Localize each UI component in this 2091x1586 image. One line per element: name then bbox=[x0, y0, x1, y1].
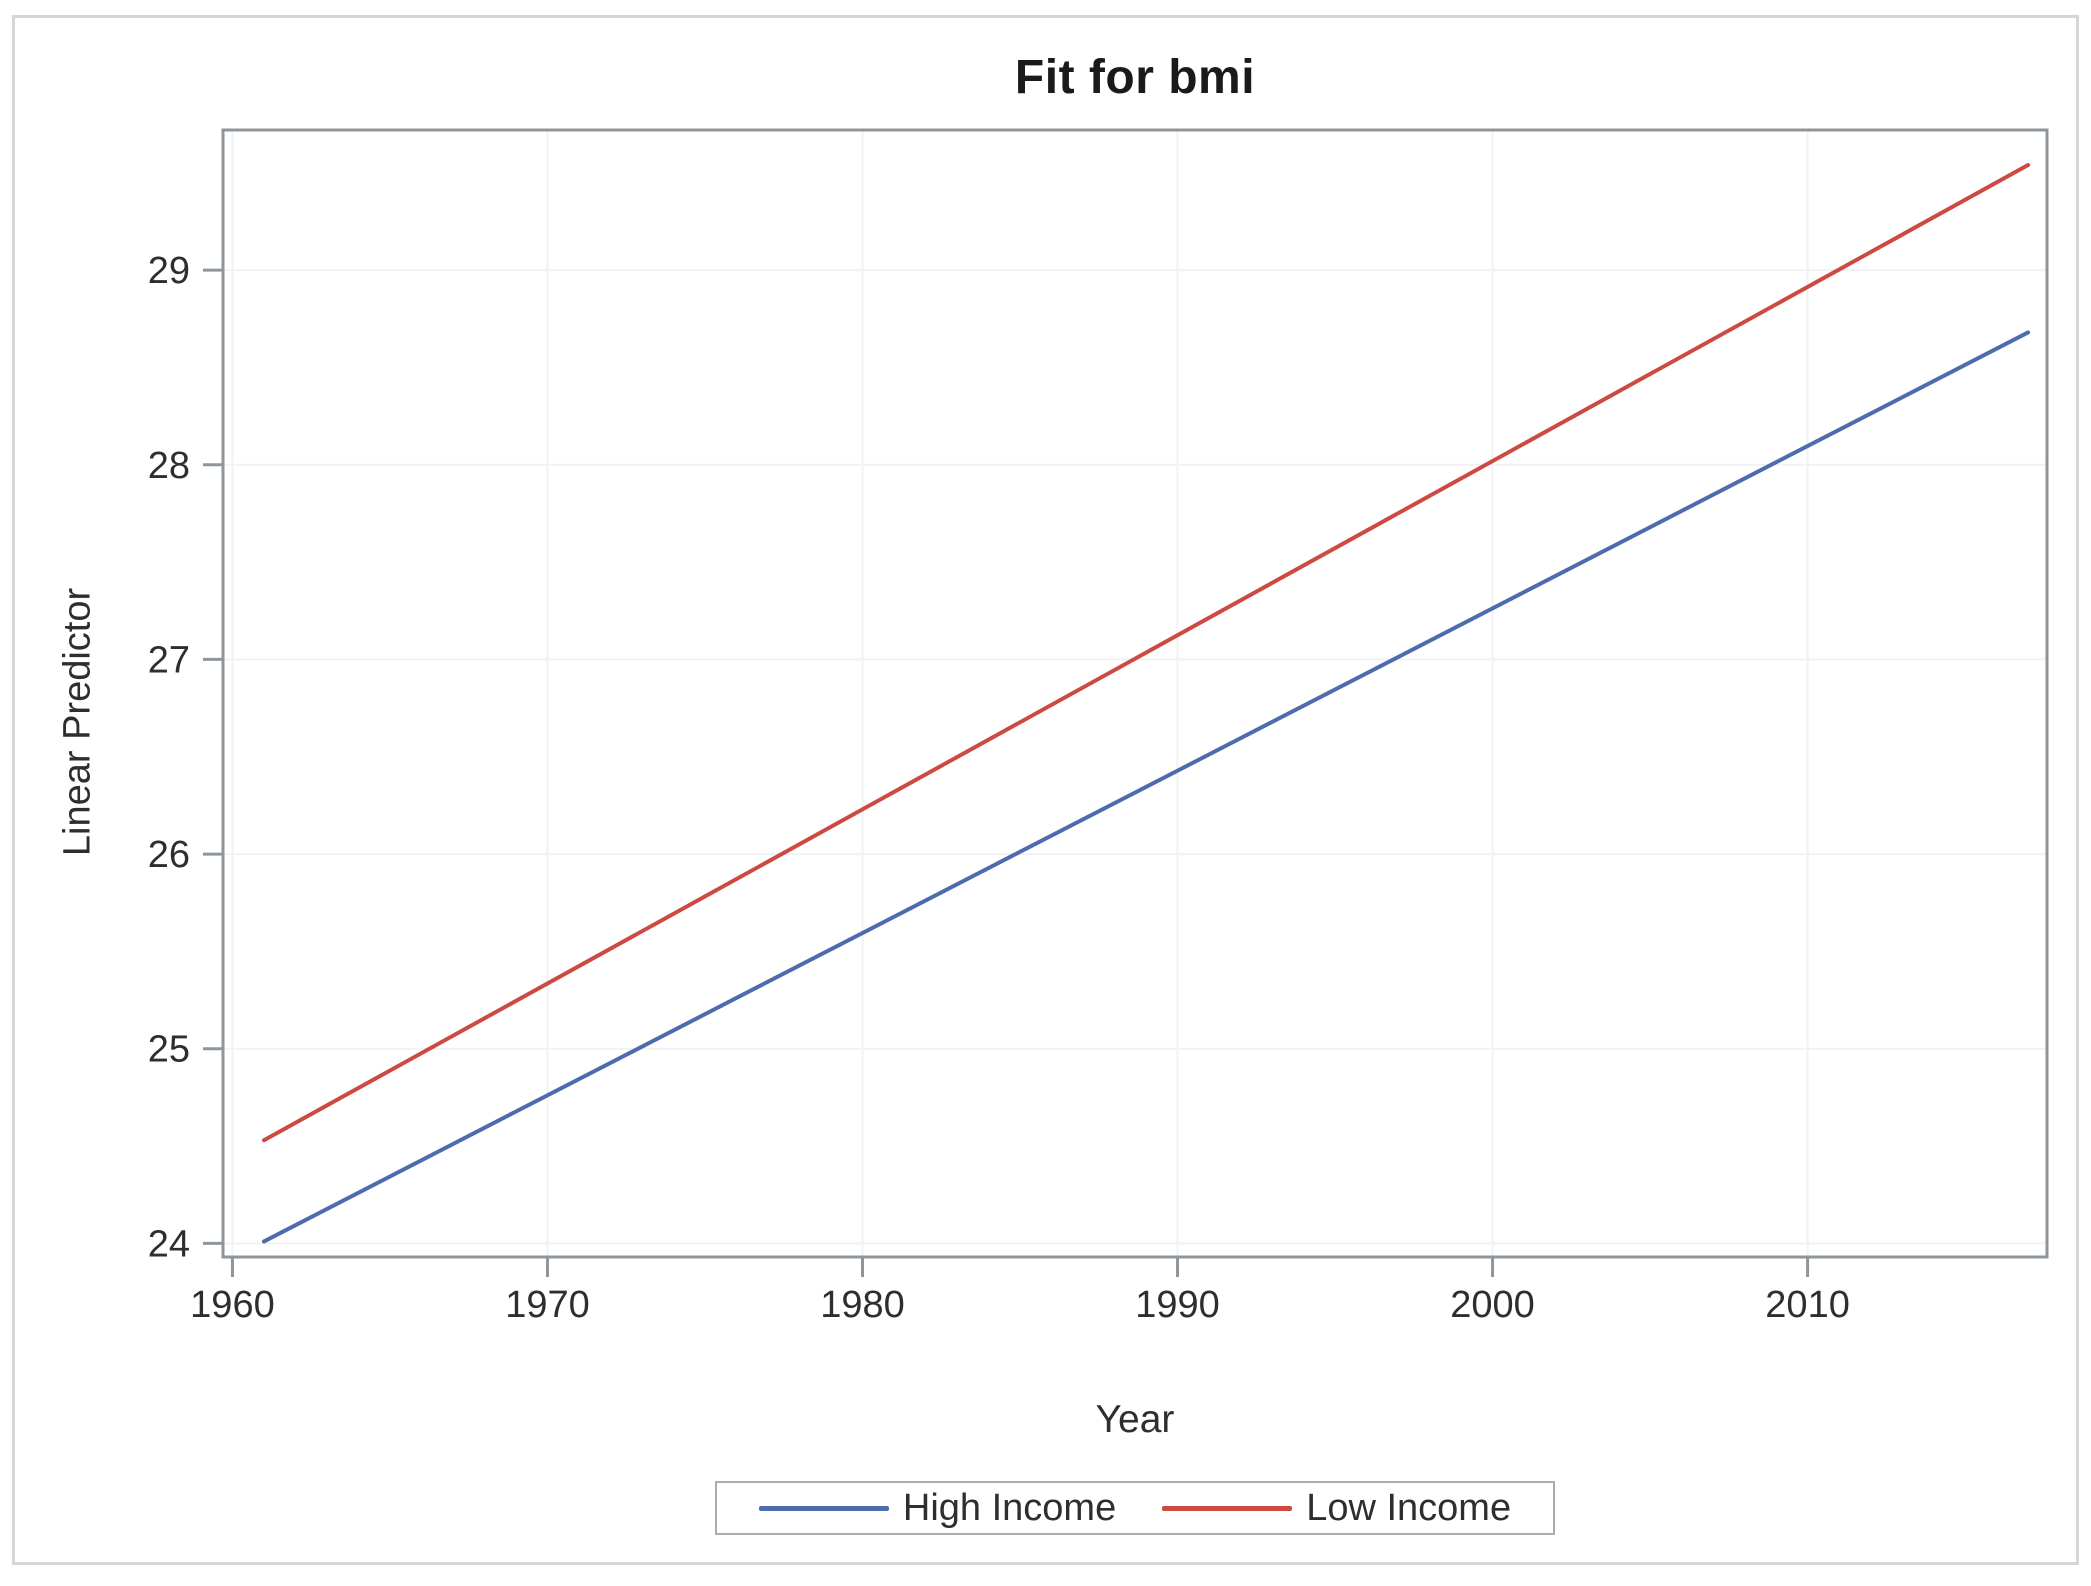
legend-label: High Income bbox=[902, 1486, 1117, 1529]
y-tick-label: 28 bbox=[148, 445, 190, 487]
series-line-low-income bbox=[261, 163, 2031, 1143]
y-tick-label: 29 bbox=[148, 250, 190, 292]
x-tick-label: 1980 bbox=[820, 1284, 905, 1326]
y-axis-label: Linear Predictor bbox=[56, 587, 99, 857]
x-tick-label: 2010 bbox=[1765, 1284, 1850, 1326]
high-income-line-swatch bbox=[758, 1505, 889, 1511]
x-tick-label: 2000 bbox=[1450, 1284, 1535, 1326]
series-line-high-income bbox=[261, 330, 2031, 1244]
x-tick-label: 1960 bbox=[190, 1284, 275, 1326]
x-tick-label: 1970 bbox=[505, 1284, 590, 1326]
chart-title: Fit for bmi bbox=[1014, 51, 1256, 104]
y-tick-label: 24 bbox=[148, 1223, 190, 1265]
y-tick-label: 27 bbox=[148, 639, 190, 681]
legend-item-low-income: Low Income bbox=[1162, 1487, 1511, 1530]
y-tick-label: 25 bbox=[148, 1029, 190, 1071]
legend: High Income Low Income bbox=[223, 1481, 2047, 1535]
legend-item-high-income: High Income bbox=[758, 1486, 1117, 1530]
x-tick-label: 1990 bbox=[1135, 1284, 1220, 1326]
x-axis-label: Year bbox=[1095, 1398, 1175, 1441]
plot-frame bbox=[221, 128, 2049, 1259]
legend-label: Low Income bbox=[1306, 1486, 1512, 1529]
low-income-line-swatch bbox=[1162, 1505, 1293, 1511]
legend-box: High Income Low Income bbox=[714, 1481, 1556, 1535]
y-tick-label: 26 bbox=[148, 834, 190, 876]
